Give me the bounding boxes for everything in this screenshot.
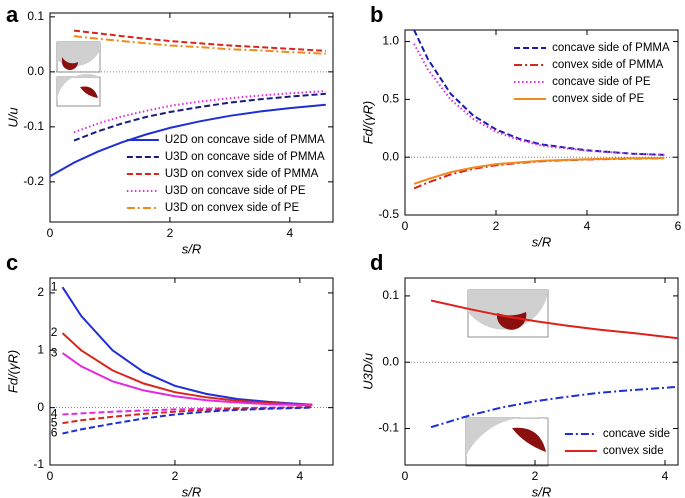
- legend-label: convex side of PMMA: [552, 59, 664, 71]
- x-tick-label: 0: [402, 219, 409, 233]
- x-tick-label: 2: [532, 469, 539, 483]
- panel-label: b: [370, 2, 383, 27]
- y-tick-label: 0.5: [382, 92, 399, 106]
- y-tick-label: 1: [37, 342, 44, 356]
- series-line: [61, 286, 313, 406]
- curve-label: 3: [51, 345, 58, 359]
- inset-a2: [56, 73, 101, 107]
- y-tick-label: -1: [33, 457, 44, 471]
- curve-label: 5: [51, 415, 58, 429]
- plot-frame: [49, 277, 334, 466]
- y-tick-label: 0.0: [382, 149, 399, 163]
- panel-label: a: [6, 2, 19, 27]
- x-tick-label: 2: [167, 226, 174, 240]
- y-tick-label: 1.0: [382, 34, 399, 48]
- legend-label: concave side: [603, 428, 670, 440]
- y-axis-label: Fd/(γR): [360, 101, 375, 144]
- series-line: [430, 299, 679, 340]
- x-tick-label: 4: [286, 226, 293, 240]
- series-line: [73, 35, 326, 55]
- series-line: [430, 385, 679, 429]
- x-axis-label: s/R: [182, 241, 202, 256]
- legend: U2D on concave side of PMMA U3D on concav…: [126, 134, 325, 214]
- inset-a1: [56, 41, 101, 73]
- series-line: [62, 406, 313, 435]
- series-line: [49, 103, 326, 178]
- x-tick-label: 2: [172, 469, 179, 483]
- series-line: [413, 157, 665, 190]
- series-line: [73, 90, 326, 134]
- legend-label: concave side of PE: [552, 76, 651, 88]
- x-axis-label: s/R: [182, 484, 202, 498]
- legend: concave side convex side: [564, 428, 670, 457]
- panel-label: d: [370, 250, 383, 275]
- x-tick-label: 4: [297, 469, 304, 483]
- series-line: [62, 406, 313, 416]
- y-axis-label: U3D/u: [360, 353, 375, 390]
- y-axis-label: U/u: [5, 107, 20, 127]
- x-tick-label: 4: [584, 219, 591, 233]
- y-tick-label: -0.1: [378, 421, 399, 435]
- plot-frame: [404, 277, 679, 466]
- series-line: [73, 92, 326, 142]
- curve-label: 4: [51, 407, 58, 421]
- legend-label: convex side of PE: [552, 93, 644, 105]
- x-axis-label: s/R: [532, 234, 552, 249]
- curve-label: 6: [51, 426, 58, 440]
- x-tick-label: 0: [402, 469, 409, 483]
- y-axis-label: Fd/(γR): [5, 350, 20, 393]
- series-line: [413, 157, 665, 185]
- x-tick-label: 0: [47, 469, 54, 483]
- x-tick-label: 2: [493, 219, 500, 233]
- series-line: [61, 332, 313, 406]
- y-tick-label: 0.1: [27, 9, 44, 23]
- series-line: [62, 406, 313, 425]
- curve-label: 1: [51, 279, 58, 293]
- series-line: [73, 29, 326, 52]
- y-tick-label: 0.1: [382, 288, 399, 302]
- legend-label: U3D on concave side of PMMA: [165, 151, 325, 163]
- legend-label: U3D on convex side of PE: [165, 202, 300, 214]
- legend-label: U2D on concave side of PMMA: [165, 134, 325, 146]
- series-line: [413, 29, 665, 156]
- curve-label: 2: [51, 325, 58, 339]
- legend-label: convex side: [603, 445, 664, 457]
- y-tick-label: 0.0: [27, 64, 44, 78]
- legend-label: U3D on convex side of PMMA: [165, 168, 319, 180]
- x-tick-label: 6: [675, 219, 682, 233]
- y-tick-label: 0.0: [382, 354, 399, 368]
- y-tick-label: -0.2: [23, 174, 44, 188]
- y-tick-label: -0.1: [23, 119, 44, 133]
- legend-label: concave side of PMMA: [552, 42, 670, 54]
- x-tick-label: 4: [662, 469, 669, 483]
- y-tick-label: -0.5: [378, 207, 399, 221]
- x-tick-label: 0: [47, 226, 54, 240]
- y-tick-label: 2: [37, 285, 44, 299]
- inset-d1: [467, 289, 549, 338]
- inset-d2: [465, 417, 549, 467]
- plot-frame: [49, 12, 334, 223]
- panel-label: c: [6, 250, 18, 275]
- legend: concave side of PMMA convex side of PMMA c…: [514, 42, 670, 105]
- legend-label: U3D on concave side of PE: [165, 185, 306, 197]
- y-tick-label: 0: [37, 400, 44, 414]
- plot-frame: [404, 29, 679, 216]
- series-line: [61, 352, 313, 407]
- x-axis-label: s/R: [532, 484, 552, 498]
